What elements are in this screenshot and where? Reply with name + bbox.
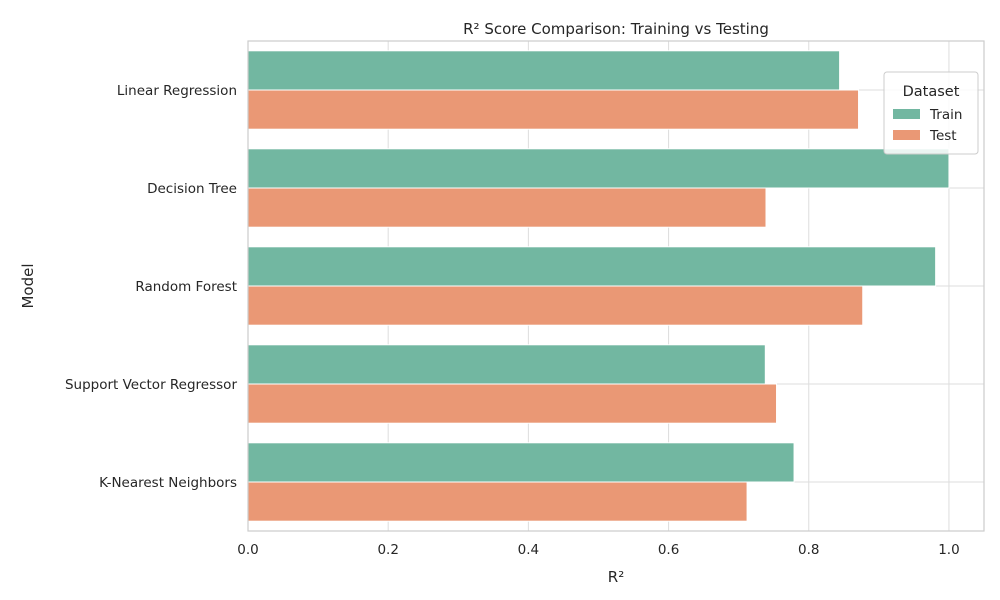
y-tick-label-0: Linear Regression [117, 83, 237, 99]
bars [247, 50, 950, 522]
bar-train-2 [247, 246, 937, 287]
x-tick-label-3: 0.6 [658, 542, 679, 558]
legend-swatch-train [893, 109, 920, 119]
x-tick-label-1: 0.2 [377, 542, 398, 558]
bar-train-4 [247, 442, 795, 483]
y-axis-label: Model [19, 263, 37, 308]
x-axis-ticks: 0.0 0.2 0.4 0.6 0.8 1.0 [237, 542, 959, 558]
y-axis-ticks: Linear Regression Decision Tree Random For… [65, 83, 238, 491]
y-tick-label-2: Random Forest [135, 279, 237, 295]
x-tick-label-0: 0.0 [237, 542, 258, 558]
y-tick-label-3: Support Vector Regressor [65, 377, 238, 393]
legend-label-test: Test [929, 128, 957, 144]
bar-test-3 [247, 383, 778, 424]
chart-title: R² Score Comparison: Training vs Testing [463, 20, 769, 38]
x-tick-label-5: 1.0 [938, 542, 959, 558]
bar-test-4 [247, 481, 748, 522]
legend-label-train: Train [929, 107, 962, 123]
legend-title: Dataset [903, 84, 960, 100]
bar-test-2 [247, 285, 864, 326]
x-axis-label: R² [608, 568, 624, 586]
bar-train-0 [247, 50, 841, 91]
y-tick-label-1: Decision Tree [147, 181, 237, 197]
bar-test-0 [247, 89, 860, 130]
legend-swatch-test [893, 130, 920, 140]
legend: Dataset Train Test [883, 71, 979, 155]
bar-train-3 [247, 344, 766, 385]
plot-frame [247, 40, 985, 532]
y-tick-label-4: K-Nearest Neighbors [99, 475, 237, 491]
bar-test-1 [247, 187, 767, 228]
x-tick-label-2: 0.4 [518, 542, 539, 558]
bar-train-1 [247, 148, 950, 189]
x-tick-label-4: 0.8 [798, 542, 819, 558]
